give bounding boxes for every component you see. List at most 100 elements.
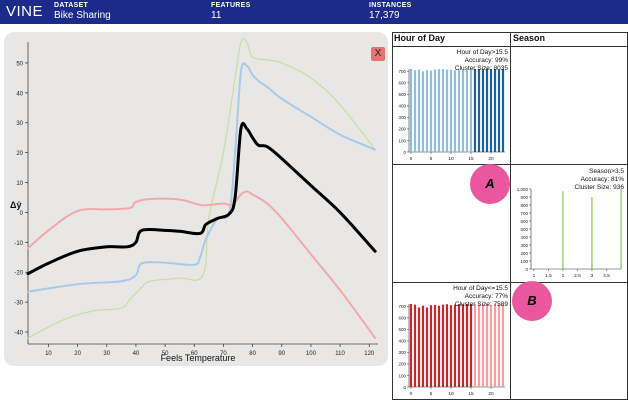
cluster-rule: Season>3.5 xyxy=(589,168,624,175)
bar xyxy=(449,69,453,152)
x-tick-label: 15 xyxy=(468,391,474,397)
y-tick-label: 500 xyxy=(520,227,528,232)
x-tick-label: 20 xyxy=(488,156,494,162)
x-tick-label: 50 xyxy=(162,351,169,357)
y-tick-label: 10 xyxy=(16,181,23,187)
main-line-chart[interactable]: Δŷ Feels Temperature -40 -30 -20 -10 0 10 20 30… xyxy=(4,32,388,366)
bar xyxy=(461,69,465,152)
y-tick-label: 100 xyxy=(398,138,406,143)
y-tick-label: 300 xyxy=(398,350,406,355)
bar xyxy=(497,69,501,152)
bar xyxy=(493,69,497,152)
x-tick-label: 10 xyxy=(448,391,454,397)
close-button[interactable]: X xyxy=(371,47,385,61)
y-tick-label: 0 xyxy=(403,385,406,390)
y-tick-label: 300 xyxy=(398,115,406,120)
hour-high-cluster-chart[interactable]: 0 100 200 300 400 500 600 700 0 5 10 15 20 xyxy=(392,47,510,165)
x-tick-label: 40 xyxy=(133,351,140,357)
x-axis-label: Feels Temperature xyxy=(161,353,236,363)
x-tick-label: 1 xyxy=(533,273,536,279)
x-tick-label: 20 xyxy=(488,391,494,397)
bar xyxy=(457,304,461,387)
features-value: 11 xyxy=(211,10,222,21)
bar xyxy=(493,304,497,387)
col-header-hour-of-day[interactable]: Hour of Day xyxy=(394,33,446,43)
x-tick-label: 100 xyxy=(306,351,317,357)
y-tick-label: 600 xyxy=(398,81,406,86)
x-tick-label: 70 xyxy=(220,351,227,357)
instances-info: INSTANCES 17,379 xyxy=(369,2,412,22)
bar xyxy=(409,69,413,152)
x-tick-label: 5 xyxy=(430,156,433,162)
x-tick-label: 2 xyxy=(562,273,565,279)
y-tick-label: 400 xyxy=(398,104,406,109)
bar xyxy=(465,70,469,152)
bar xyxy=(445,304,449,387)
y-tick-label: 40 xyxy=(16,91,23,97)
y-tick-label: 200 xyxy=(398,362,406,367)
features-label: FEATURES xyxy=(211,2,251,9)
cluster-size: Cluster Size: 8035 xyxy=(454,65,508,72)
y-tick-label: 900 xyxy=(520,195,528,200)
y-tick-label: 500 xyxy=(398,327,406,332)
y-tick-label: -30 xyxy=(14,301,23,307)
y-tick-label: 400 xyxy=(398,339,406,344)
dataset-value[interactable]: Bike Sharing xyxy=(54,10,111,21)
y-tick-label: -10 xyxy=(14,241,23,247)
app-brand[interactable]: VINE xyxy=(6,3,44,20)
top-bar: VINE DATASET Bike Sharing FEATURES 11 IN… xyxy=(0,0,628,24)
y-tick-label: 700 xyxy=(398,69,406,74)
cluster-info-hour-high: Hour of Day>15.5 Accuracy: 99% Cluster S… xyxy=(455,49,508,73)
bar xyxy=(453,70,457,152)
x-tick-label: 3.5 xyxy=(603,273,610,279)
x-tick-label: 10 xyxy=(45,351,52,357)
cluster-info-season: Season>3.5 Accuracy: 81% Cluster Size: 9… xyxy=(575,168,625,192)
bar xyxy=(417,307,421,387)
cluster-grid: Hour of Day Season 0 100 200 300 400 500 600 70… xyxy=(392,32,628,400)
bar xyxy=(433,304,437,387)
bar xyxy=(437,305,441,387)
bar xyxy=(562,191,564,269)
bar xyxy=(477,69,481,152)
y-tick-label: 50 xyxy=(16,61,23,67)
bar xyxy=(437,69,441,152)
dataset-info: DATASET Bike Sharing xyxy=(54,2,111,22)
main-chart-panel: Δŷ Feels Temperature -40 -30 -20 -10 0 10 20 30… xyxy=(4,32,388,366)
bar xyxy=(449,305,453,387)
instances-label: INSTANCES xyxy=(369,2,412,9)
bar xyxy=(413,70,417,152)
x-tick-label: 3 xyxy=(591,273,594,279)
bar xyxy=(421,71,425,152)
col-header-season[interactable]: Season xyxy=(513,33,546,43)
y-tick-label: 200 xyxy=(520,251,528,256)
bar xyxy=(425,70,429,152)
bar xyxy=(409,304,413,387)
y-tick-label: 400 xyxy=(520,235,528,240)
x-tick-label: 110 xyxy=(335,351,345,357)
y-tick-label: 0 xyxy=(525,267,528,272)
curve-red xyxy=(27,190,377,339)
main-curve-black xyxy=(26,121,377,276)
y-tick-label: 200 xyxy=(398,127,406,132)
bar xyxy=(485,69,489,152)
curve-green xyxy=(27,38,376,339)
bar xyxy=(465,304,469,387)
features-info: FEATURES 11 xyxy=(211,2,251,22)
x-tick-label: 1.5 xyxy=(545,273,552,279)
y-tick-label: 500 xyxy=(398,92,406,97)
bar xyxy=(489,304,493,387)
annotation-badge-a: A xyxy=(470,164,510,204)
y-tick-label: 700 xyxy=(520,211,528,216)
cluster-accuracy: Accuracy: 77% xyxy=(464,293,508,300)
y-axis-label: Δŷ xyxy=(10,200,21,210)
bar xyxy=(501,304,505,387)
bar xyxy=(453,304,457,387)
y-tick-label: 800 xyxy=(520,203,528,208)
x-tick-label: 90 xyxy=(278,351,285,357)
hour-low-cluster-chart[interactable]: 0 100 200 300 400 500 600 700 0 5 10 15 20 xyxy=(392,283,510,400)
bar xyxy=(620,189,622,269)
bar xyxy=(441,69,445,152)
season-cluster-chart[interactable]: 0 100 200 300 400 500 600 700 800 900 1,000 1 1.5 2 2.… xyxy=(511,165,628,283)
x-tick-label: 5 xyxy=(430,391,433,397)
bar xyxy=(429,70,433,152)
